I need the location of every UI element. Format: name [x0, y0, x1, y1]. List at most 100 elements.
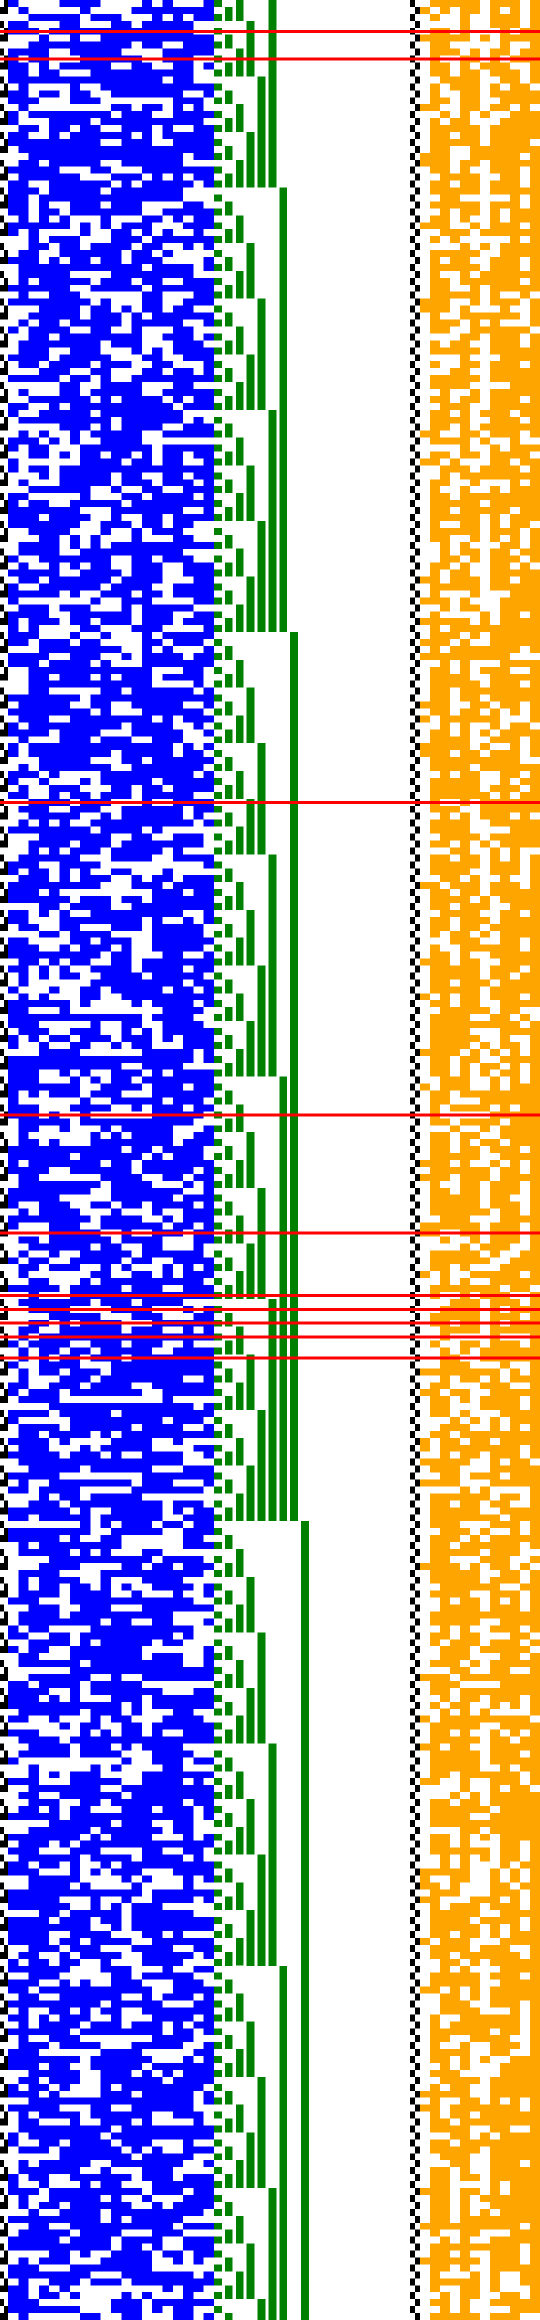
- orange-cell: [440, 145, 450, 153]
- random-cell: [100, 1861, 111, 1869]
- carry-segment: [214, 514, 222, 521]
- random-cell: [131, 1646, 142, 1654]
- counter-cell: [0, 368, 4, 376]
- random-cell: [100, 208, 132, 216]
- random-cell: [152, 361, 173, 369]
- random-cell: [28, 625, 39, 633]
- random-cell: [121, 541, 153, 549]
- orange-cell: [510, 472, 520, 480]
- random-cell: [193, 937, 214, 945]
- random-cell: [183, 111, 214, 119]
- random-cell: [100, 1090, 111, 1098]
- orange-cell: [480, 743, 490, 751]
- random-cell: [100, 250, 111, 258]
- random-cell: [18, 284, 60, 292]
- random-cell: [203, 1507, 214, 1515]
- orange-cell: [530, 1090, 540, 1098]
- random-cell: [100, 395, 111, 403]
- orange-cell: [460, 20, 470, 28]
- random-cell: [121, 743, 132, 751]
- orange-cell: [530, 715, 540, 723]
- random-cell: [59, 819, 70, 827]
- orange-cell: [440, 972, 450, 980]
- orange-cell: [510, 784, 520, 792]
- random-cell: [131, 69, 173, 77]
- orange-cell: [460, 1083, 470, 1091]
- orange-cell: [500, 694, 510, 702]
- counter-cell: [0, 2174, 4, 2182]
- orange-cell: [530, 673, 540, 681]
- orange-cell: [420, 1173, 430, 1181]
- random-cell: [193, 777, 214, 785]
- orange-cell: [470, 1048, 480, 1056]
- random-cell: [28, 1882, 39, 1890]
- random-cell: [18, 1396, 50, 1404]
- random-cell: [18, 875, 39, 883]
- carry-segment: [214, 1611, 222, 1619]
- orange-cell: [500, 555, 510, 563]
- random-cell: [18, 861, 39, 869]
- carry-segment: [235, 270, 244, 299]
- random-cell: [172, 1840, 204, 1848]
- random-cell: [59, 236, 81, 244]
- orange-cell: [460, 1132, 470, 1140]
- random-cell: [131, 902, 153, 910]
- random-cell: [162, 1743, 184, 1751]
- random-cell: [152, 1153, 163, 1160]
- random-cell: [69, 562, 81, 570]
- counter-cell: [0, 354, 4, 362]
- counter-cell: [415, 465, 420, 473]
- counter-cell: [0, 2160, 4, 2168]
- orange-cell: [520, 1055, 530, 1063]
- random-cell: [203, 361, 214, 369]
- carry-segment: [279, 187, 288, 633]
- counter-cell: [0, 2062, 4, 2070]
- orange-cell: [470, 277, 480, 285]
- random-cell: [49, 659, 60, 667]
- counter-cell: [4, 618, 8, 626]
- random-cell: [203, 430, 214, 438]
- random-cell: [90, 1910, 101, 1918]
- random-cell: [203, 1653, 214, 1661]
- carry-segment: [235, 2104, 244, 2133]
- orange-cell: [430, 305, 440, 313]
- random-cell: [131, 1389, 142, 1397]
- random-cell: [28, 1160, 101, 1167]
- random-cell: [111, 486, 122, 494]
- random-cell: [141, 708, 173, 716]
- random-cell: [152, 277, 163, 285]
- random-cell: [38, 1500, 60, 1508]
- orange-cell: [470, 625, 480, 633]
- random-cell: [80, 722, 111, 730]
- orange-cell: [510, 131, 520, 139]
- random-cell: [59, 694, 70, 702]
- counter-cell: [410, 2222, 415, 2230]
- random-cell: [8, 409, 19, 417]
- random-cell: [90, 541, 101, 549]
- random-cell: [100, 618, 122, 626]
- counter-cell: [4, 2111, 8, 2119]
- random-cell: [183, 333, 194, 341]
- random-cell: [38, 534, 60, 542]
- orange-cell: [510, 645, 520, 653]
- random-cell: [8, 1021, 29, 1029]
- random-cell: [131, 1430, 163, 1438]
- random-cell: [38, 2292, 50, 2300]
- counter-cell: [415, 1590, 420, 1598]
- random-cell: [203, 597, 214, 605]
- orange-cell: [500, 930, 510, 938]
- counter-cell: [4, 1972, 8, 1980]
- carry-segment: [214, 1375, 222, 1383]
- random-cell: [141, 1166, 163, 1174]
- orange-cell: [530, 791, 540, 799]
- random-cell: [49, 2278, 60, 2286]
- orange-cell: [500, 840, 510, 848]
- orange-cell: [510, 437, 520, 445]
- random-cell: [38, 1187, 60, 1195]
- orange-cell: [450, 645, 460, 653]
- orange-cell: [440, 423, 450, 431]
- random-bit-field: [8, 0, 214, 2320]
- carry-segment: [214, 1792, 222, 1800]
- random-cell: [141, 777, 153, 785]
- random-cell: [18, 1687, 29, 1695]
